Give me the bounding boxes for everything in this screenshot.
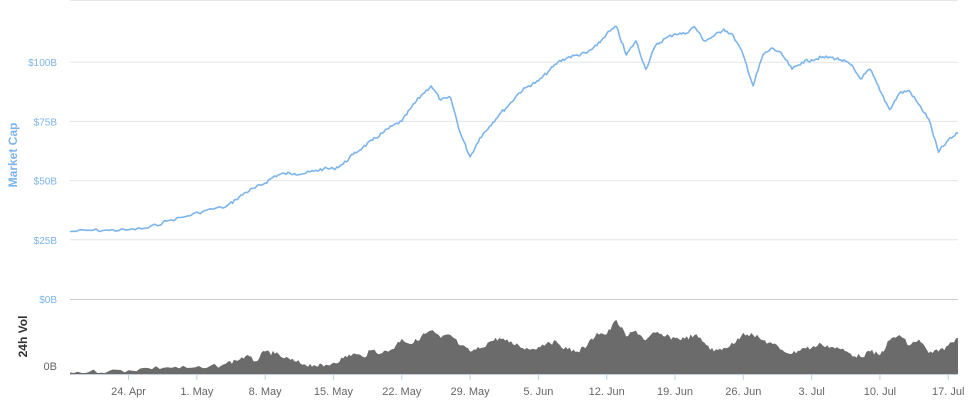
volume-series-area <box>70 320 958 374</box>
x-tick-label: 5. Jun <box>523 386 553 398</box>
volume-y-tick-label: 0B <box>44 361 57 373</box>
market-cap-axis-title: Market Cap <box>6 123 20 188</box>
market-cap-y-tick-label: $75B <box>34 117 58 128</box>
market-cap-series-line <box>69 25 959 233</box>
x-axis: 24. Apr 1. May 8. May 15. May 22. May 29. May… <box>111 374 964 398</box>
x-tick-label: 24. Apr <box>111 386 146 398</box>
grid-lines <box>70 0 958 241</box>
volume-axis-title: 24h Vol <box>16 316 30 358</box>
x-tick-label: 29. May <box>451 386 491 398</box>
market-cap-y-tick-label: $0B <box>39 295 57 306</box>
market-cap-y-tick-label: $25B <box>34 236 58 247</box>
x-tick-label: 17. Jul <box>932 386 964 398</box>
x-tick-label: 22. May <box>382 386 422 398</box>
x-tick-label: 19. Jun <box>657 386 693 398</box>
market-cap-y-tick-label: $100B <box>28 58 57 69</box>
x-tick-label: 1. May <box>180 386 214 398</box>
x-tick-label: 8. May <box>249 386 283 398</box>
x-tick-label: 12. Jun <box>589 386 625 398</box>
x-tick-label: 15. May <box>314 386 354 398</box>
x-tick-label: 10. Jul <box>864 386 896 398</box>
x-tick-label: 3. Jul <box>798 386 824 398</box>
market-cap-y-axis: $0B $25B $50B $75B $100B <box>28 58 57 306</box>
x-tick-label: 26. Jun <box>725 386 761 398</box>
market-cap-y-tick-label: $50B <box>34 177 58 188</box>
